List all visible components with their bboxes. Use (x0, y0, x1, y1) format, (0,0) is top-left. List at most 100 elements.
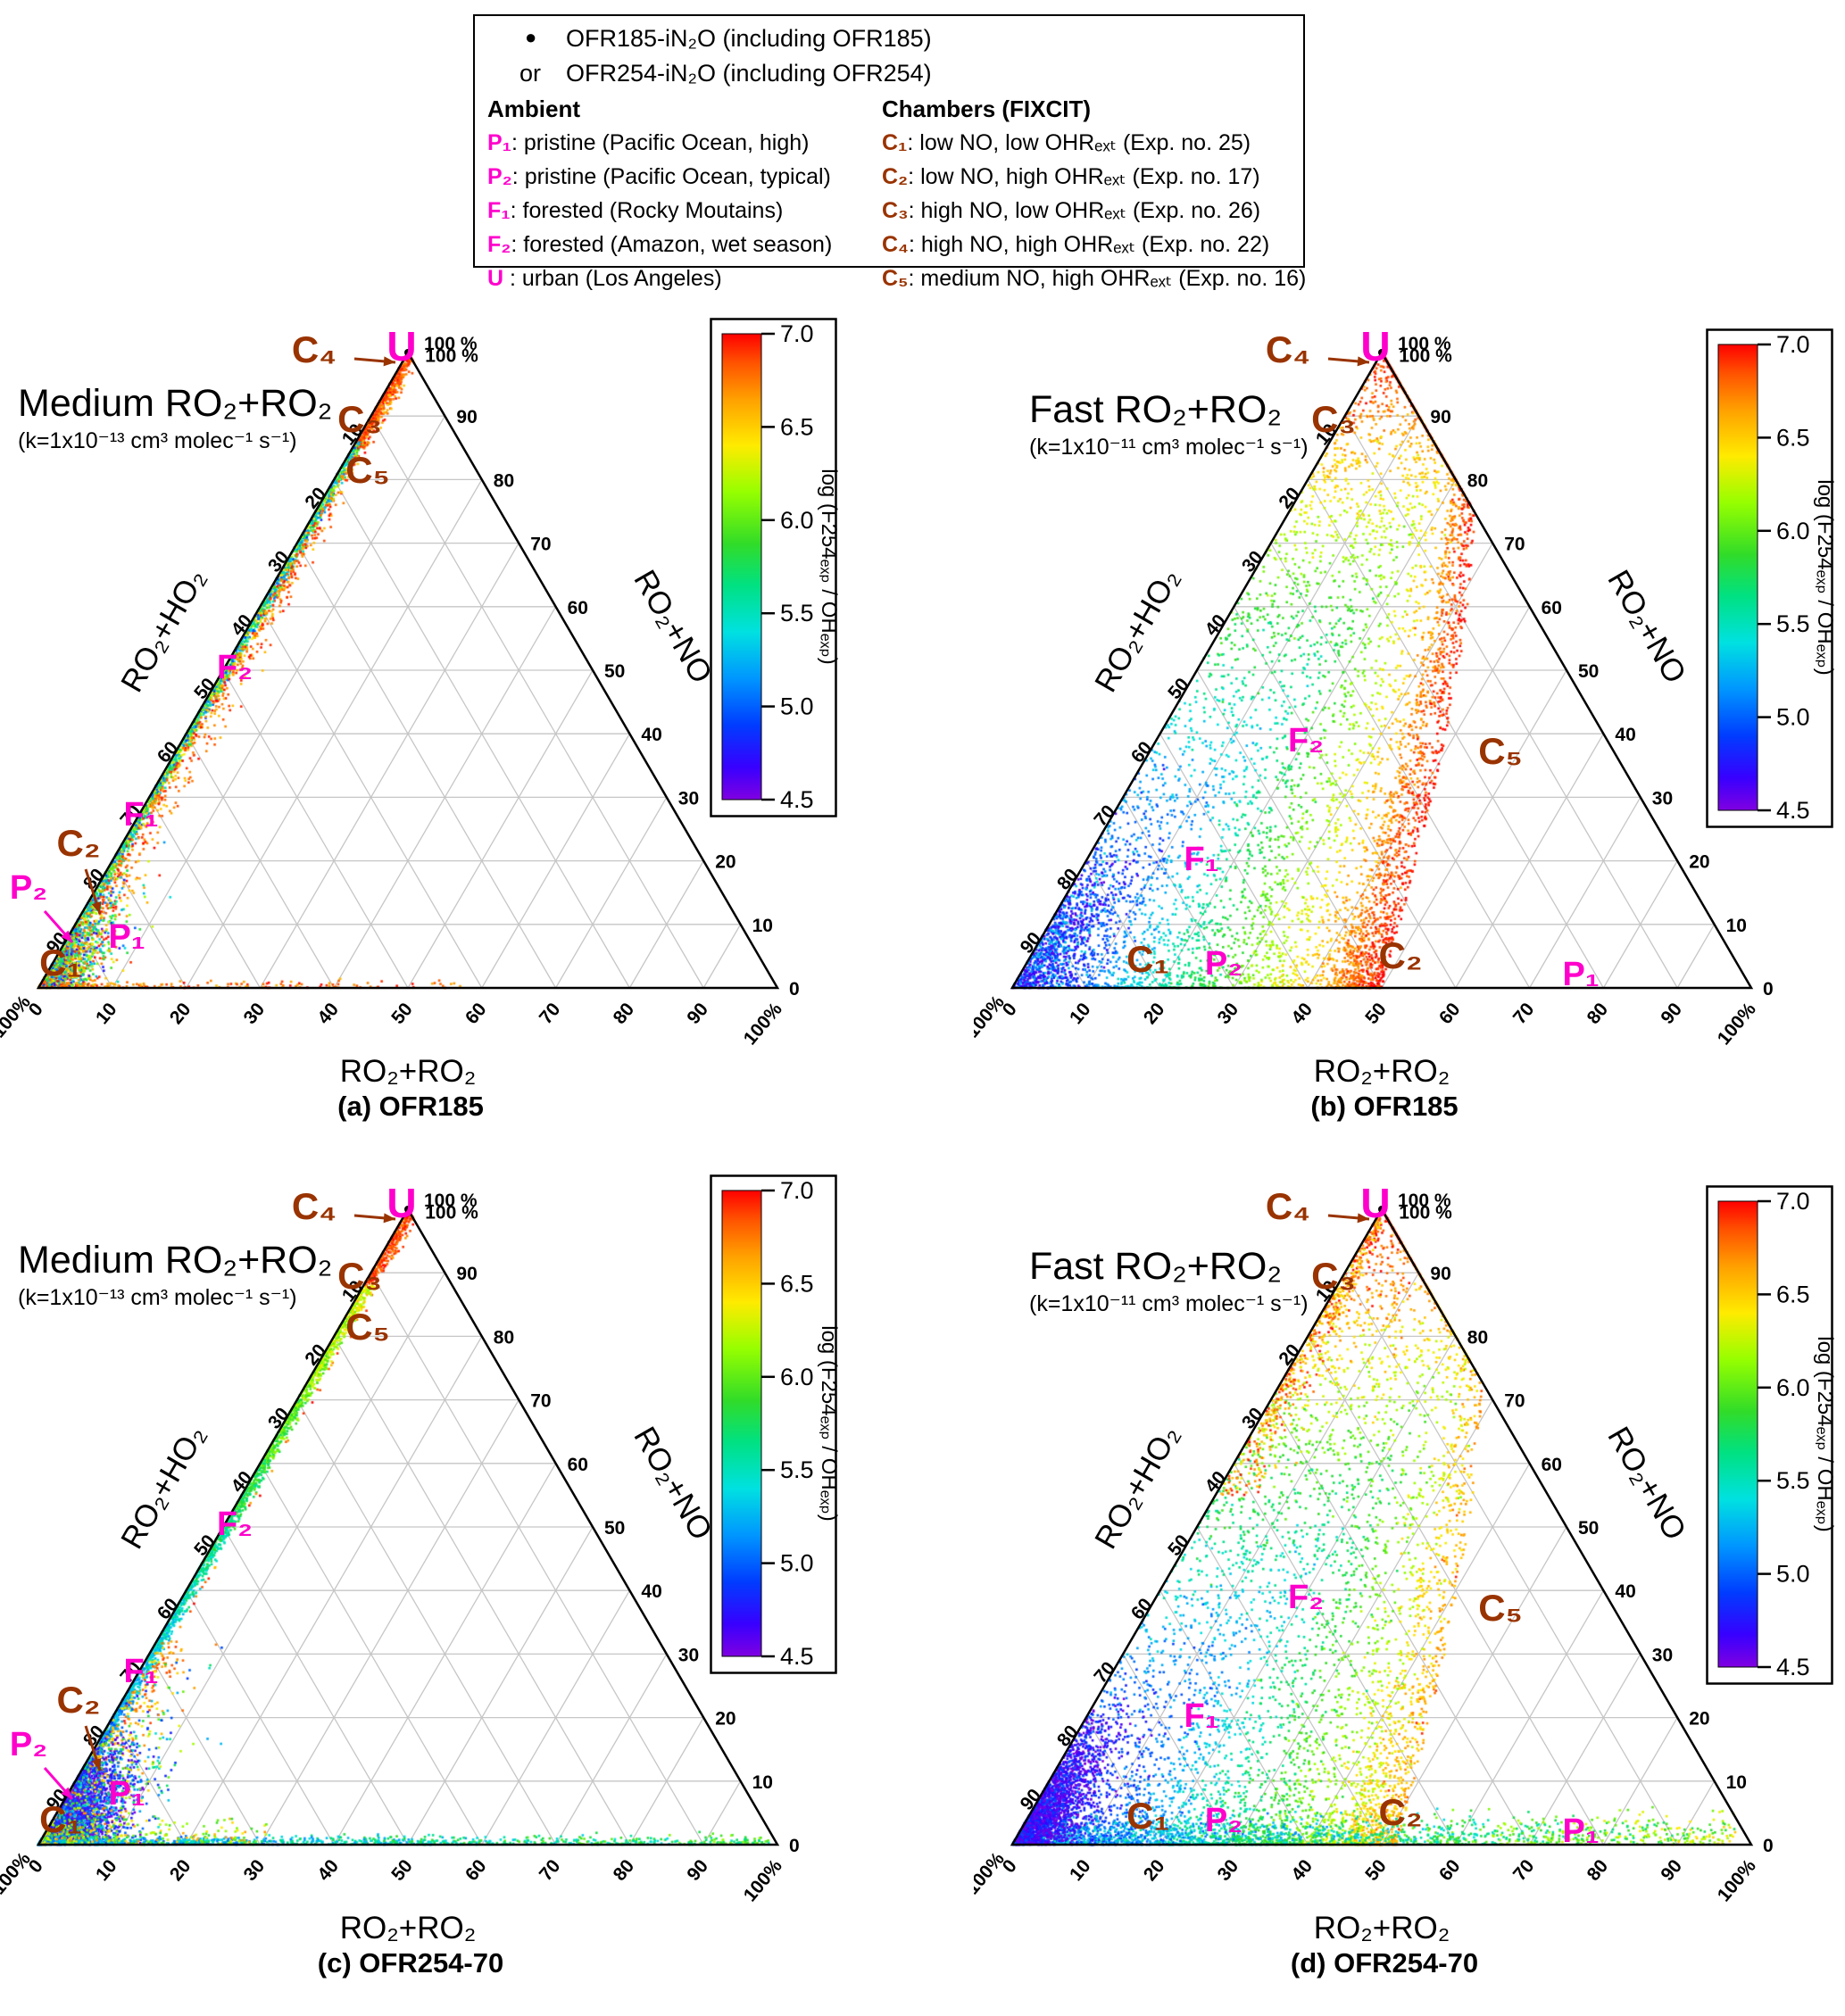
svg-text:7.0: 7.0 (780, 320, 814, 347)
svg-text:P₁: P₁ (108, 918, 145, 956)
legend-chambers-header: Chambers (FIXCIT) (882, 95, 1092, 122)
panel-caption: (c) OFR254-70 (317, 1947, 504, 1979)
svg-text:4.5: 4.5 (1776, 797, 1810, 824)
svg-text:F₂: F₂ (217, 1506, 253, 1543)
svg-text:100 %: 100 % (425, 346, 478, 367)
ternary-annotations: C₄ U 100 % C₃ F₂ C₅ F₁ C₁ P₂ C₂ P₁ (1010, 323, 1754, 993)
legend-item: C₂: low NO, high OHRₑₓₜ (Exp. no. 17) (882, 164, 1260, 189)
svg-text:F₁: F₁ (1184, 841, 1219, 878)
svg-text:6.5: 6.5 (1776, 424, 1810, 451)
filled-circle-marker: ● (525, 26, 537, 48)
panel-subtitle: (k=1x10⁻¹³ cm³ molec⁻¹ s⁻¹) (18, 1285, 297, 1310)
panel-subtitle: (k=1x10⁻¹¹ cm³ molec⁻¹ s⁻¹) (1029, 435, 1309, 460)
svg-text:5.0: 5.0 (1776, 1561, 1810, 1588)
svg-text:C₃: C₃ (1311, 398, 1356, 440)
svg-text:C₂: C₂ (57, 1679, 101, 1721)
panel-title-block: Fast RO₂+RO₂ (k=1x10⁻¹¹ cm³ molec⁻¹ s⁻¹) (1029, 388, 1309, 460)
svg-text:C₅: C₅ (1478, 1587, 1523, 1629)
svg-text:6.5: 6.5 (1776, 1281, 1810, 1307)
ternary-annotations: C₄ U 100 % C₃ C₅ F₂ F₁ C₂ P₂ P₁ C₁ (10, 323, 780, 990)
svg-text:4.5: 4.5 (780, 786, 814, 813)
svg-text:P₁: P₁ (1562, 956, 1599, 993)
svg-text:log (F254ₑₓₚ / OHₑₓₚ): log (F254ₑₓₚ / OHₑₓₚ) (817, 1325, 841, 1522)
svg-text:log (F254ₑₓₚ / OHₑₓₚ): log (F254ₑₓₚ / OHₑₓₚ) (1813, 479, 1837, 676)
legend-chambers-column: Chambers (FIXCIT) C₁: low NO, low OHRₑₓₜ… (882, 93, 1307, 296)
svg-text:C₁: C₁ (39, 1798, 82, 1840)
legend-marker-text: OFR254-iN₂O (including OFR254) (566, 60, 932, 87)
legend-item: C₃: high NO, low OHRₑₓₜ (Exp. no. 26) (882, 198, 1261, 223)
svg-text:100 %: 100 % (1399, 346, 1452, 367)
panel-title: Fast RO₂+RO₂ (1029, 1245, 1283, 1288)
svg-text:5.5: 5.5 (780, 1456, 814, 1483)
svg-text:F₁: F₁ (124, 1653, 159, 1690)
legend-or-text: or (519, 60, 542, 87)
svg-text:C₃: C₃ (337, 398, 382, 440)
svg-text:F₂: F₂ (1288, 1579, 1324, 1616)
svg-text:C₅: C₅ (345, 1306, 390, 1348)
svg-text:C₂: C₂ (1379, 934, 1423, 976)
colorbar: 7.0 6.5 6.0 5.5 5.0 4.5 log (F254ₑₓₚ / OHₑₓₚ) (1706, 328, 1837, 828)
svg-text:U: U (1360, 323, 1390, 369)
svg-text:5.0: 5.0 (1776, 704, 1810, 731)
svg-text:6.0: 6.0 (1776, 1374, 1810, 1401)
legend-item: F₂: forested (Amazon, wet season) (487, 232, 833, 257)
svg-text:C₁: C₁ (1126, 1795, 1169, 1837)
panel-caption: (a) OFR185 (337, 1091, 484, 1122)
svg-text:C₁: C₁ (1126, 938, 1169, 980)
legend-item: U : urban (Los Angeles) (487, 266, 722, 291)
svg-text:C₅: C₅ (345, 449, 390, 491)
legend-item: P₂: pristine (Pacific Ocean, typical) (487, 164, 831, 189)
svg-text:6.0: 6.0 (780, 507, 814, 534)
svg-text:P₂: P₂ (1205, 945, 1242, 983)
svg-text:5.5: 5.5 (1776, 610, 1810, 637)
svg-text:4.5: 4.5 (780, 1643, 814, 1670)
panel-subtitle: (k=1x10⁻¹³ cm³ molec⁻¹ s⁻¹) (18, 428, 297, 453)
svg-text:U: U (1360, 1180, 1390, 1226)
panel-title: Fast RO₂+RO₂ (1029, 388, 1283, 431)
panel-b: Fast RO₂+RO₂ (k=1x10⁻¹¹ cm³ molec⁻¹ s⁻¹)… (974, 303, 1845, 1151)
svg-text:5.5: 5.5 (780, 600, 814, 626)
svg-text:U: U (386, 1180, 416, 1226)
ternary-annotations: C₄ U 100 % C₃ C₅ F₂ F₁ C₂ P₂ P₁ C₁ (10, 1180, 780, 1846)
scatter-canvas (974, 303, 1845, 1151)
svg-text:C₄: C₄ (1266, 328, 1310, 370)
svg-text:6.5: 6.5 (780, 1270, 814, 1297)
svg-text:F₂: F₂ (217, 649, 253, 686)
svg-text:7.0: 7.0 (1776, 1188, 1810, 1215)
svg-text:U: U (386, 323, 416, 369)
svg-text:P₂: P₂ (10, 1726, 47, 1763)
svg-text:C₄: C₄ (1266, 1185, 1310, 1227)
legend-item: C₁: low NO, low OHRₑₓₜ (Exp. no. 25) (882, 130, 1251, 155)
panel-title-block: Medium RO₂+RO₂ (k=1x10⁻¹³ cm³ molec⁻¹ s⁻… (18, 382, 332, 454)
legend-item: C₅: medium NO, high OHRₑₓₜ (Exp. no. 16) (882, 266, 1307, 291)
svg-text:C₂: C₂ (57, 822, 101, 864)
legend-marker-row: ● OFR185-iN₂O (including OFR185) (475, 20, 1303, 54)
panel-d: Fast RO₂+RO₂ (k=1x10⁻¹¹ cm³ molec⁻¹ s⁻¹)… (974, 1160, 1845, 2008)
svg-text:100 %: 100 % (425, 1203, 478, 1224)
svg-text:5.5: 5.5 (1776, 1467, 1810, 1494)
svg-text:4.5: 4.5 (1776, 1654, 1810, 1680)
svg-text:C₅: C₅ (1478, 730, 1523, 772)
legend-ambient-header: Ambient (487, 95, 580, 122)
legend-box: ● OFR185-iN₂O (including OFR185) or OFR2… (473, 14, 1306, 291)
panel-title: Medium RO₂+RO₂ (18, 382, 333, 425)
svg-text:C₃: C₃ (337, 1255, 382, 1297)
legend-item: F₁: forested (Rocky Moutains) (487, 198, 784, 223)
panel-caption: (d) OFR254-70 (1290, 1947, 1479, 1979)
svg-text:5.0: 5.0 (780, 1550, 814, 1577)
svg-text:P₂: P₂ (10, 869, 47, 907)
legend-item: C₄: high NO, high OHRₑₓₜ (Exp. no. 22) (882, 232, 1270, 257)
svg-text:P₁: P₁ (108, 1775, 145, 1813)
scatter-canvas (974, 1160, 1845, 2008)
svg-text:F₂: F₂ (1288, 722, 1324, 759)
svg-text:5.0: 5.0 (780, 693, 814, 720)
svg-text:C₃: C₃ (1311, 1255, 1356, 1297)
svg-text:P₂: P₂ (1205, 1802, 1242, 1839)
panel-title-block: Fast RO₂+RO₂ (k=1x10⁻¹¹ cm³ molec⁻¹ s⁻¹) (1029, 1245, 1309, 1317)
legend-marker-row: or OFR254-iN₂O (including OFR254) (475, 54, 1303, 89)
svg-text:F₁: F₁ (124, 796, 159, 834)
svg-text:C₄: C₄ (292, 1185, 337, 1227)
legend-ambient-column: Ambient P₁: pristine (Pacific Ocean, hig… (487, 93, 871, 296)
svg-text:log (F254ₑₓₚ / OHₑₓₚ): log (F254ₑₓₚ / OHₑₓₚ) (1813, 1336, 1837, 1532)
